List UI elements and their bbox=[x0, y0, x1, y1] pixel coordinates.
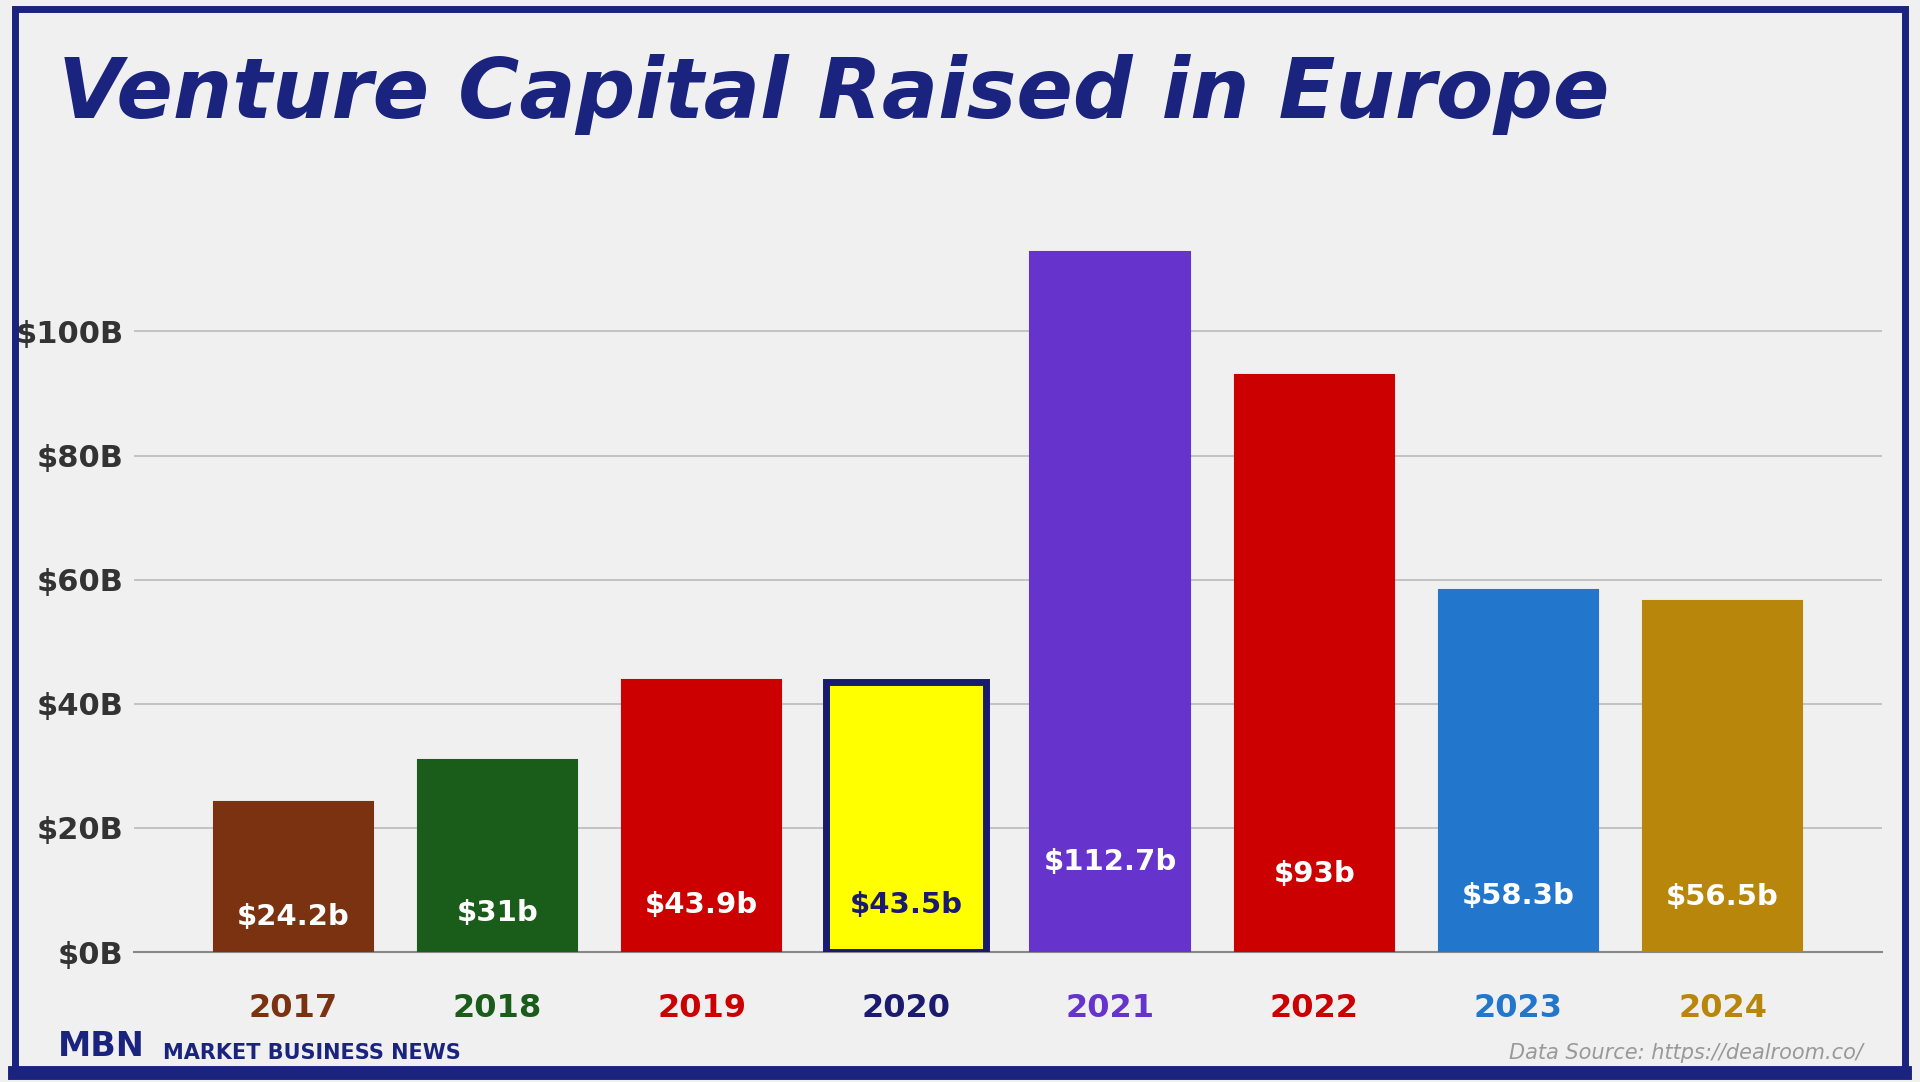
Bar bbox=[622, 679, 781, 952]
Text: $24.2b: $24.2b bbox=[236, 902, 349, 931]
Bar bbox=[419, 760, 578, 952]
Text: Venture Capital Raised in Europe: Venture Capital Raised in Europe bbox=[58, 54, 1609, 135]
Bar bbox=[1438, 590, 1597, 952]
Text: MBN: MBN bbox=[58, 1030, 144, 1063]
Text: $31b: $31b bbox=[457, 899, 538, 926]
Text: 2020: 2020 bbox=[862, 992, 950, 1024]
Text: 2023: 2023 bbox=[1475, 992, 1563, 1024]
Text: $93b: $93b bbox=[1273, 860, 1356, 888]
Text: MARKET BUSINESS NEWS: MARKET BUSINESS NEWS bbox=[163, 1043, 461, 1063]
Bar bbox=[826, 682, 985, 952]
Text: $56.5b: $56.5b bbox=[1667, 883, 1780, 911]
Text: $58.3b: $58.3b bbox=[1461, 882, 1574, 910]
Text: 2017: 2017 bbox=[250, 992, 338, 1024]
Text: $43.9b: $43.9b bbox=[645, 890, 758, 919]
Bar bbox=[1235, 374, 1394, 952]
Bar bbox=[213, 802, 372, 952]
Bar bbox=[1031, 252, 1190, 952]
Text: 2022: 2022 bbox=[1269, 992, 1359, 1024]
Text: $112.7b: $112.7b bbox=[1043, 848, 1177, 876]
Text: 2019: 2019 bbox=[657, 992, 747, 1024]
Text: 2024: 2024 bbox=[1678, 992, 1766, 1024]
Text: $43.5b: $43.5b bbox=[849, 890, 962, 919]
Bar bbox=[1644, 602, 1803, 952]
Text: Data Source: https://dealroom.co/: Data Source: https://dealroom.co/ bbox=[1509, 1043, 1862, 1063]
Text: 2018: 2018 bbox=[453, 992, 541, 1024]
Text: 2021: 2021 bbox=[1066, 992, 1154, 1024]
